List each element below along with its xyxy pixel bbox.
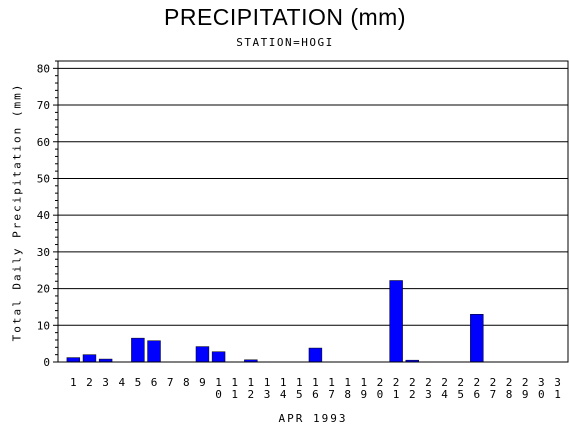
x-axis-ticks: 1 2 3 4 5 6 7 8 9 1 01 11 21 31 41 51 61 71 81 92 02 12 22 32 42…	[70, 376, 561, 401]
plot-frame	[57, 60, 569, 363]
bar-day-26	[470, 314, 484, 363]
bar-day-16	[308, 347, 323, 363]
x-tick-label-8: 8	[183, 376, 190, 389]
y-tick-label-10: 10	[37, 319, 50, 332]
bars	[66, 280, 484, 363]
bar-day-5	[131, 337, 145, 363]
bar-day-6	[147, 340, 161, 363]
y-tick-label-30: 30	[37, 246, 50, 259]
chart-subtitle: STATION=HOGI	[236, 36, 334, 49]
bar-day-1	[66, 357, 81, 363]
x-tick-label-9: 9	[199, 376, 206, 389]
y-tick-label-0: 0	[43, 356, 50, 369]
y-tick-label-70: 70	[37, 99, 50, 112]
bar-day-2	[82, 354, 97, 363]
y-tick-label-80: 80	[37, 62, 50, 75]
x-tick-label-7: 7	[167, 376, 174, 389]
x-tick-label-2: 2	[86, 376, 93, 389]
y-tick-label-20: 20	[37, 283, 50, 296]
y-axis-ticks: 0 10 20 30 40 50 60 70 80	[37, 60, 58, 369]
grid-lines	[58, 67, 568, 326]
y-tick-label-50: 50	[37, 172, 50, 185]
x-tick-label-5: 5	[135, 376, 142, 389]
y-tick-label-40: 40	[37, 209, 50, 222]
bar-day-10	[211, 351, 226, 363]
x-axis-label: APR 1993	[278, 412, 348, 425]
x-tick-label-1: 1	[70, 376, 77, 389]
bar-day-9	[195, 346, 210, 363]
y-tick-label-60: 60	[37, 136, 50, 149]
chart-title: PRECIPITATION (mm)	[164, 4, 406, 30]
bar-day-21	[389, 280, 403, 363]
x-tick-label-4: 4	[118, 376, 125, 389]
x-tick-label-6: 6	[151, 376, 158, 389]
x-tick-label-3: 3	[102, 376, 109, 389]
